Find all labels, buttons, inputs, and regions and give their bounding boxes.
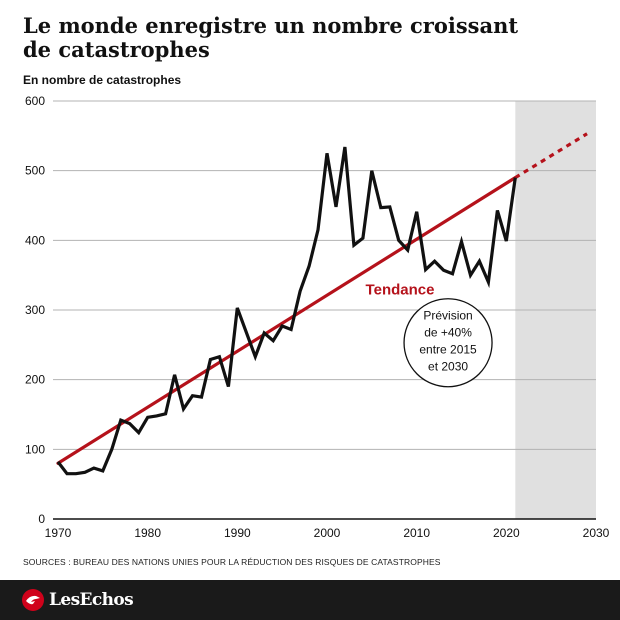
brand-logo: LesEchos (22, 589, 134, 611)
footer-bar: LesEchos (0, 580, 620, 620)
grid-lines (53, 100, 596, 450)
y-tick-label: 200 (25, 373, 45, 387)
y-axis-unit-label: En nombre de catastrophes (23, 73, 182, 87)
echos-logo-icon (22, 589, 44, 611)
x-tick-label: 2020 (493, 526, 520, 540)
series-line-disasters (56, 146, 517, 476)
forecast-annotation-circle (403, 298, 493, 388)
x-tick-label: 1970 (45, 526, 72, 540)
y-tick-label: 100 (25, 442, 45, 456)
forecast-annotation: Prévision de +40% entre 2015 et 2030 (403, 298, 493, 388)
x-tick-label: 2030 (583, 526, 610, 540)
x-tick-label: 1990 (224, 526, 251, 540)
x-tick-label: 1980 (134, 526, 161, 540)
forecast-annotation-line: Prévision (423, 309, 472, 323)
x-tick-label: 2000 (314, 526, 341, 540)
y-tick-label: 600 (25, 94, 45, 108)
page-title: Le monde enregistre un nombre croissant … (23, 13, 519, 62)
x-tick-label: 2010 (403, 526, 430, 540)
trend-label: Tendance (366, 282, 435, 299)
forecast-annotation-line: de +40% (424, 326, 472, 340)
y-tick-label: 300 (25, 303, 45, 317)
forecast-annotation-line: et 2030 (428, 360, 468, 374)
forecast-annotation-line: entre 2015 (419, 343, 477, 357)
y-axis-labels: 0 100 200 300 400 500 600 (25, 94, 45, 526)
y-tick-label: 400 (25, 233, 45, 247)
y-tick-label: 0 (38, 512, 45, 526)
trend-forecast-line (514, 132, 588, 179)
disasters-line-chart: 0 100 200 300 400 500 600 1970 1980 1990 2000 2010… (25, 94, 610, 540)
trend-line (56, 176, 517, 465)
brand-name: LesEchos (49, 590, 134, 610)
x-axis-labels: 1970 1980 1990 2000 2010 2020 2030 (45, 526, 610, 540)
source-note: SOURCES : BUREAU DES NATIONS UNIES POUR … (23, 557, 441, 567)
y-tick-label: 500 (25, 164, 45, 178)
